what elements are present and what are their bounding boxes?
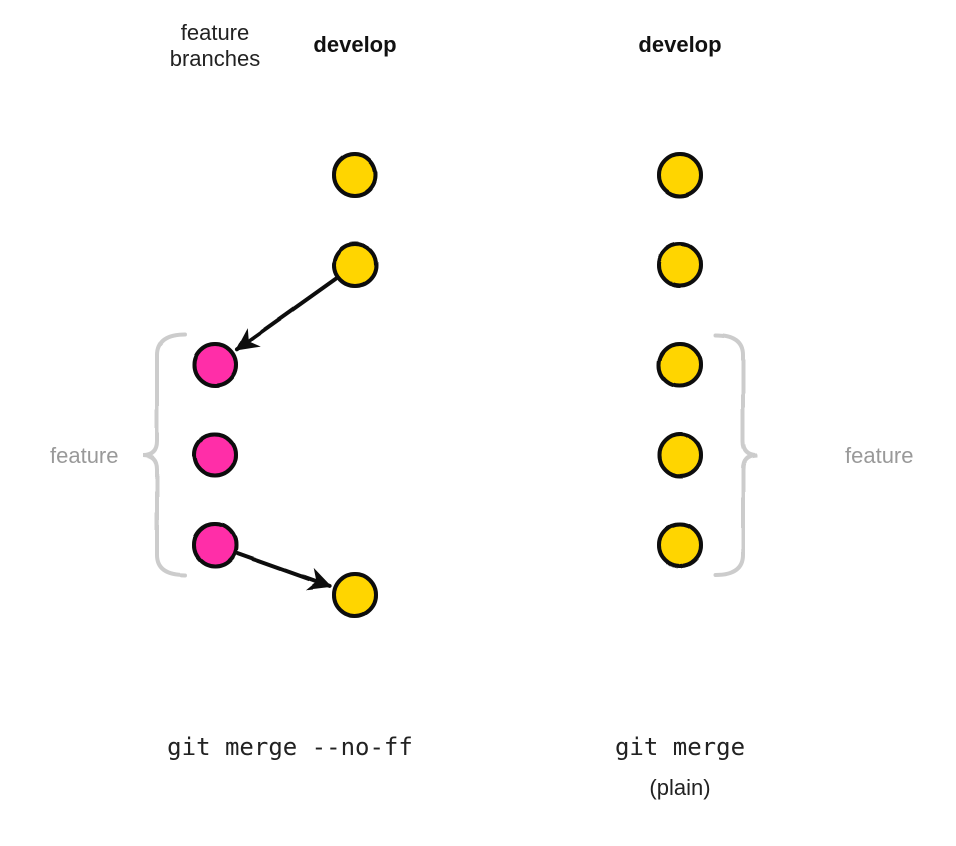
right-plain-label: (plain) <box>649 775 710 800</box>
right-command-label: git merge <box>615 733 745 761</box>
left-develop-commit-1 <box>334 244 376 286</box>
right-develop-commit-3 <box>659 434 701 476</box>
left-arrow-branch <box>237 279 335 349</box>
right-develop-commit-0 <box>659 154 701 196</box>
left-feature-label: feature <box>50 443 119 468</box>
left-feature-commit-1 <box>194 434 236 476</box>
left-develop-header: develop <box>313 32 396 57</box>
right-develop-header: develop <box>638 32 721 57</box>
right-develop-commit-1 <box>659 244 701 286</box>
left-feature-commit-2 <box>194 524 236 566</box>
right-feature-brace <box>715 335 757 575</box>
left-develop-commit-2 <box>334 574 376 616</box>
right-develop-commit-4 <box>659 524 701 566</box>
left-arrow-merge <box>238 553 330 586</box>
left-develop-commit-0 <box>334 154 376 196</box>
left-feature-header-1: feature <box>181 20 250 45</box>
right-develop-commit-2 <box>659 344 701 386</box>
left-feature-commit-0 <box>194 344 236 386</box>
left-feature-header-2: branches <box>170 46 261 71</box>
left-feature-brace <box>143 335 185 575</box>
right-feature-label: feature <box>845 443 914 468</box>
left-command-label: git merge --no-ff <box>167 733 413 761</box>
